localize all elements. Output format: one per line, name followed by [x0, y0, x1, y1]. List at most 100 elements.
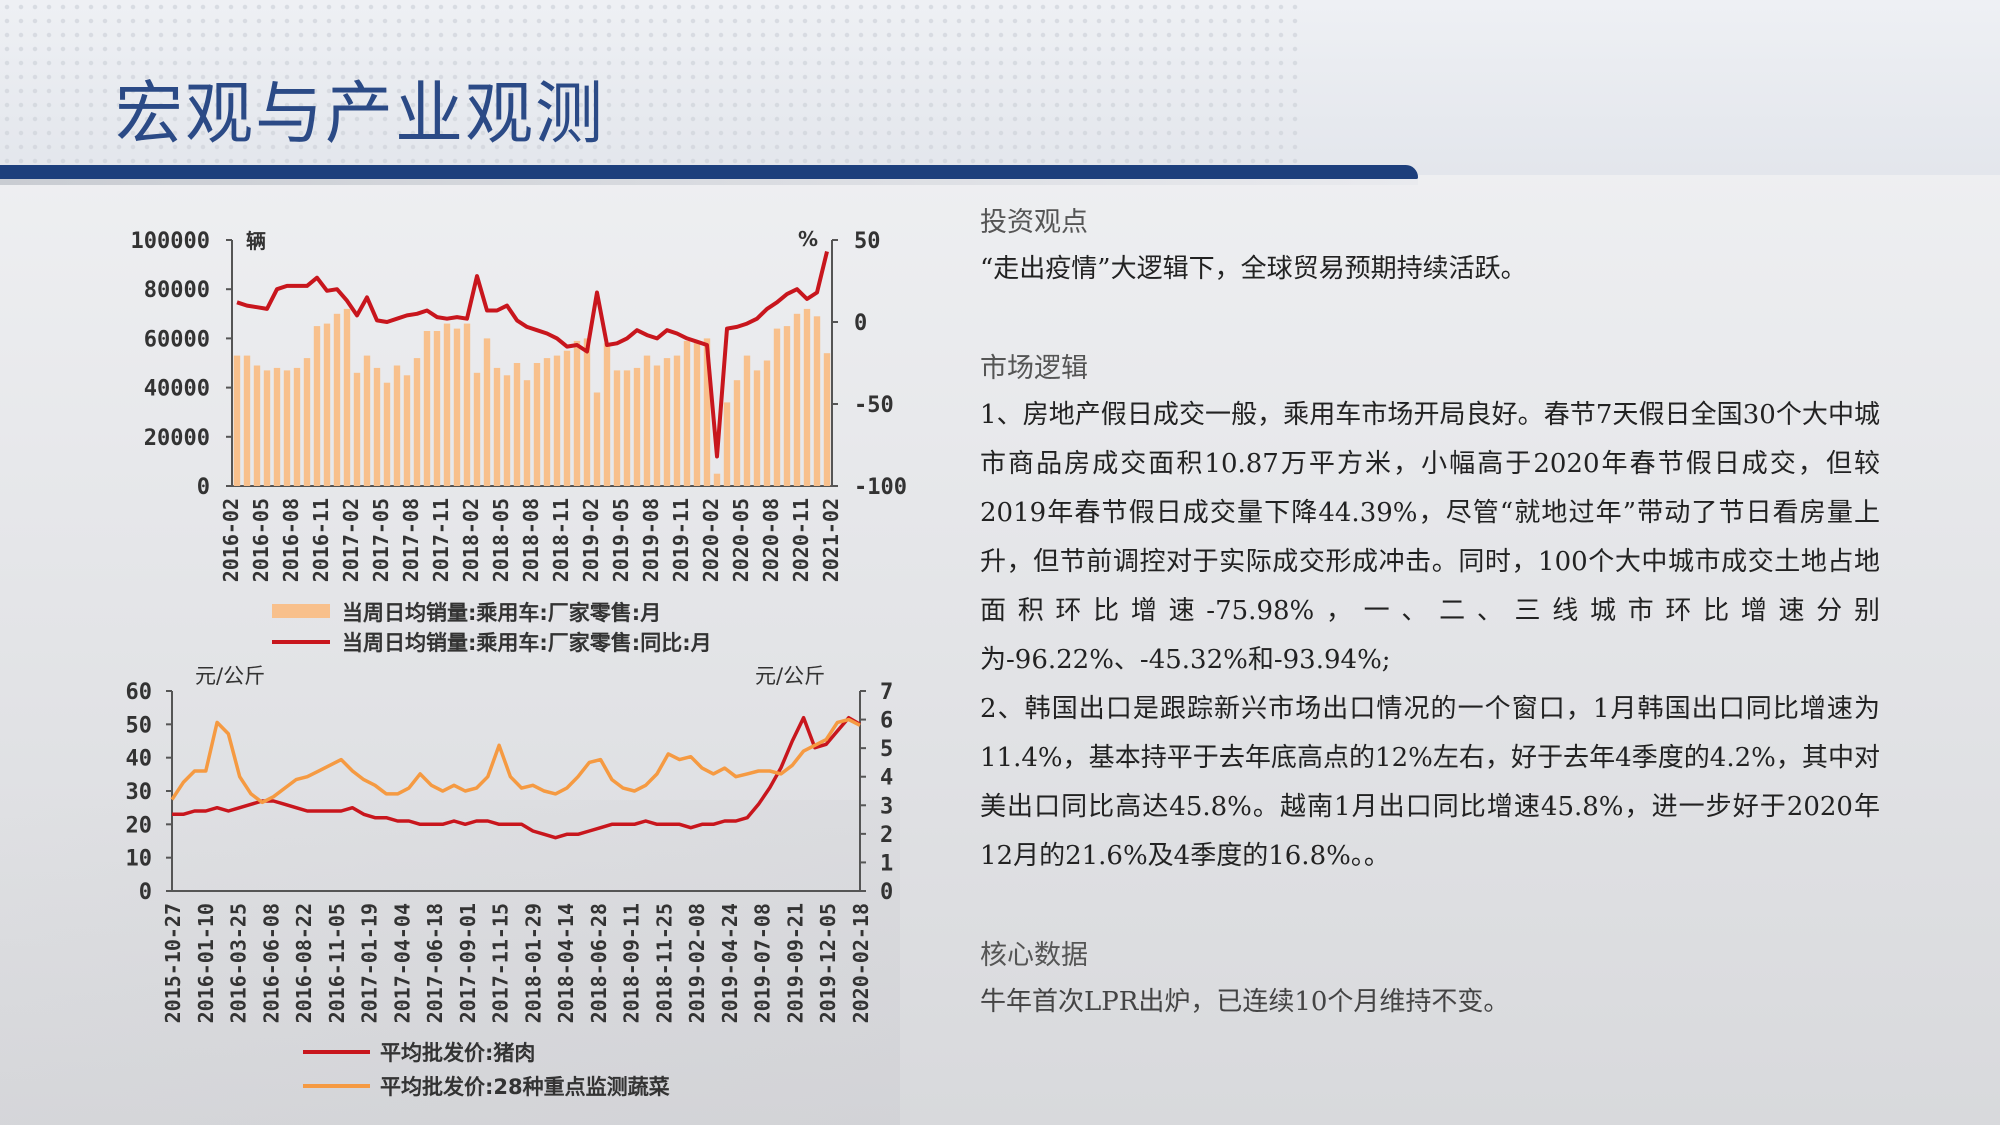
- bar: [303, 358, 311, 486]
- left-tick-label: 20: [126, 813, 153, 838]
- x-tick-label: 2020-11: [789, 498, 813, 582]
- bar: [253, 365, 261, 486]
- x-tick-label: 2017-02: [339, 498, 363, 582]
- left-tick-label: 80000: [144, 278, 210, 303]
- title-bar-shadow: [0, 179, 1418, 185]
- left-tick-label: 50: [126, 713, 153, 738]
- yoy-line: [236, 251, 829, 459]
- x-tick-label: 2020-05: [729, 498, 753, 582]
- left-unit-label: 元/公斤: [195, 664, 265, 688]
- bar: [363, 355, 371, 486]
- right-tick-label: -50: [854, 393, 894, 418]
- section-0: 投资观点 “走出疫情”大逻辑下，全球贸易预期持续活跃。: [980, 200, 1880, 294]
- bar: [353, 372, 361, 486]
- bar: [713, 473, 721, 486]
- right-tick-label: 7: [880, 680, 893, 705]
- right-tick-label: 1: [880, 851, 893, 876]
- bar: [793, 313, 801, 486]
- bar: [523, 380, 531, 486]
- bar: [393, 365, 401, 486]
- x-tick-label: 2016-08-22: [292, 903, 316, 1023]
- bar: [573, 340, 581, 486]
- bar: [463, 323, 471, 486]
- x-tick-label: 2018-11-25: [652, 903, 676, 1023]
- x-tick-label: 2019-08: [639, 498, 663, 582]
- x-tick-label: 2017-01-19: [358, 903, 382, 1023]
- bar: [703, 338, 711, 486]
- x-tick-label: 2016-03-25: [227, 903, 251, 1023]
- bar: [383, 382, 391, 486]
- bar: [623, 370, 631, 486]
- bar: [263, 370, 271, 486]
- bar: [413, 358, 421, 486]
- x-tick-label: 2019-02: [579, 498, 603, 582]
- bar: [663, 358, 671, 486]
- left-unit-label: 辆: [246, 229, 266, 253]
- x-tick-label: 2019-11: [669, 498, 693, 582]
- x-tick-label: 2019-12-05: [816, 903, 840, 1023]
- bar: [323, 323, 331, 486]
- section-heading: 核心数据: [980, 940, 1088, 971]
- bar: [763, 360, 771, 486]
- background-decoration: [0, 800, 900, 1125]
- bar: [723, 402, 731, 486]
- left-tick-label: 100000: [131, 229, 210, 254]
- x-tick-label: 2017-05: [369, 498, 393, 582]
- title-underline-bar: [0, 165, 1418, 179]
- bar: [233, 355, 241, 486]
- x-tick-label: 2016-11-05: [325, 903, 349, 1023]
- bar: [423, 331, 431, 486]
- x-tick-label: 2017-06-18: [423, 903, 447, 1023]
- left-tick-label: 60: [126, 680, 153, 705]
- x-tick-label: 2018-02: [459, 498, 483, 582]
- bar: [653, 365, 661, 486]
- left-tick-label: 40: [126, 747, 153, 772]
- bar: [783, 326, 791, 486]
- bar: [483, 338, 491, 486]
- bar: [773, 328, 781, 486]
- right-tick-label: 0: [854, 311, 867, 336]
- legend-label-vegetable: 平均批发价:28种重点监测蔬菜: [380, 1075, 670, 1099]
- x-tick-label: 2018-04-14: [554, 903, 578, 1023]
- bar: [613, 370, 621, 486]
- x-tick-label: 2019-07-08: [751, 903, 775, 1023]
- right-tick-label: 5: [880, 737, 893, 762]
- bar: [553, 355, 561, 486]
- x-tick-label: 2016-06-08: [259, 903, 283, 1023]
- right-tick-label: 6: [880, 709, 893, 734]
- x-tick-label: 2018-11: [549, 498, 573, 582]
- bar: [443, 323, 451, 486]
- bar: [583, 338, 591, 486]
- bar: [593, 392, 601, 486]
- x-tick-label: 2019-04-24: [718, 903, 742, 1023]
- right-unit-label: 元/公斤: [755, 664, 825, 688]
- x-tick-label: 2018-06-28: [587, 903, 611, 1023]
- bar: [733, 380, 741, 486]
- bar: [373, 367, 381, 486]
- page-title: 宏观与产业观测: [115, 75, 606, 154]
- bar: [673, 355, 681, 486]
- bar: [533, 363, 541, 486]
- header-band: [0, 0, 2000, 175]
- left-tick-label: 30: [126, 780, 153, 805]
- x-tick-label: 2017-11-15: [489, 903, 513, 1023]
- bar: [753, 370, 761, 486]
- bar: [563, 350, 571, 486]
- left-tick-label: 0: [139, 880, 152, 905]
- x-tick-label: 2018-09-11: [620, 903, 644, 1023]
- bar: [743, 355, 751, 486]
- left-tick-label: 0: [197, 475, 210, 500]
- bar: [333, 313, 341, 486]
- bar: [603, 343, 611, 486]
- right-unit-label: %: [798, 227, 818, 251]
- bar: [503, 375, 511, 486]
- bar: [693, 340, 701, 486]
- x-tick-label: 2020-08: [759, 498, 783, 582]
- bar: [433, 331, 441, 486]
- left-tick-label: 60000: [144, 327, 210, 352]
- section-heading: 市场逻辑: [980, 353, 1088, 384]
- bar: [273, 367, 281, 486]
- car-sales-chart: 100000 80000 60000 40000 20000 0 50 0 -50 -100 辆 % 2…: [131, 227, 907, 655]
- right-tick-label: 50: [854, 229, 881, 254]
- bar: [813, 316, 821, 486]
